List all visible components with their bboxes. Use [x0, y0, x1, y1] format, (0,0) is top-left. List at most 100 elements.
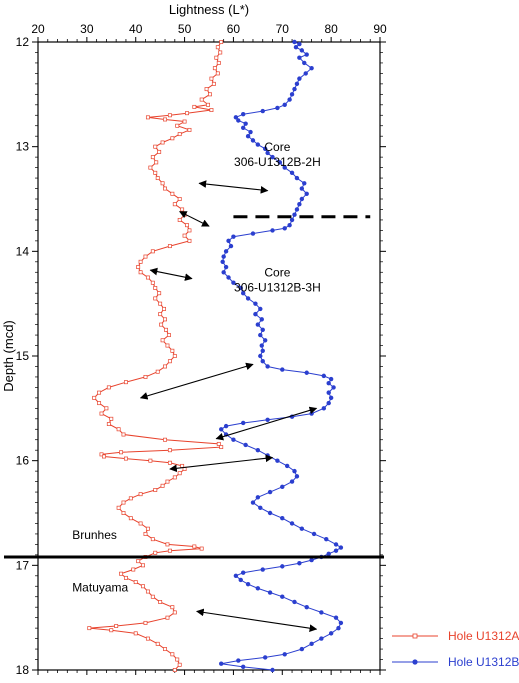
- hole-u1312a-point: [121, 511, 126, 515]
- hole-u1312b-point: [309, 557, 314, 563]
- hole-u1312b-point: [282, 165, 287, 170]
- hole-u1312b-point: [289, 92, 295, 97]
- hole-u1312a-point: [177, 471, 182, 476]
- hole-u1312a-point: [141, 584, 145, 589]
- hole-u1312a-point: [167, 460, 172, 465]
- y-tick-label: 13: [16, 140, 30, 154]
- hole-u1312b-point: [309, 65, 314, 71]
- hole-u1312b-point: [292, 599, 297, 605]
- hole-u1312b-point: [321, 373, 327, 379]
- hole-u1312b-point: [297, 76, 302, 81]
- hole-u1312b-point: [258, 332, 263, 338]
- hole-u1312a-point: [165, 542, 170, 547]
- hole-u1312b-point: [223, 423, 229, 429]
- hole-u1312a-point: [167, 448, 172, 453]
- hole-u1312a-point: [102, 454, 106, 459]
- hole-u1312b-point: [241, 420, 246, 426]
- hole-u1312b-point: [299, 526, 305, 531]
- hole-u1312b-point: [292, 86, 297, 92]
- hole-u1312a-point: [165, 615, 170, 620]
- legend-label: Hole U1312A: [448, 629, 519, 643]
- hole-u1312b-point: [250, 138, 256, 143]
- hole-u1312a-point: [162, 306, 167, 311]
- hole-u1312a-point: [219, 445, 224, 450]
- hole-u1312b-point: [326, 551, 331, 557]
- hole-u1312a-point: [167, 113, 172, 118]
- hole-u1312a-point: [163, 437, 167, 442]
- hole-u1312a-point: [160, 483, 165, 488]
- hole-u1312b-point: [265, 417, 270, 423]
- hole-u1312a-point: [97, 390, 102, 395]
- hole-u1312a-point: [175, 123, 180, 128]
- hole-u1312b-point: [255, 142, 261, 147]
- hole-u1312b-point: [294, 207, 300, 212]
- hole-u1312b-point: [260, 359, 265, 364]
- hole-u1312a-point: [212, 66, 217, 71]
- correlation-arrow: [215, 406, 318, 441]
- hole-u1312b-point: [328, 631, 334, 636]
- hole-u1312b-point: [282, 652, 287, 657]
- hole-u1312a-point: [158, 312, 163, 317]
- hole-u1312a-point: [97, 401, 102, 406]
- legend-label: Hole U1312B: [448, 655, 519, 669]
- legend: Hole U1312A Hole U1312B: [392, 629, 519, 669]
- x-tick-label: 90: [373, 22, 387, 36]
- hole-u1312b-point: [297, 202, 302, 207]
- x-tick-label: 20: [31, 22, 45, 36]
- hole-u1312b-point: [277, 160, 283, 165]
- hole-u1312b-point: [299, 48, 305, 53]
- hole-u1312b-point: [297, 55, 302, 60]
- hole-u1312a-point: [148, 458, 153, 463]
- hole-u1312a-point: [116, 505, 121, 510]
- hole-u1312b-point: [280, 594, 285, 599]
- hole-u1312a-point: [172, 610, 177, 615]
- hole-u1312a-point: [163, 647, 167, 652]
- hole-u1312b-point: [265, 364, 270, 369]
- hole-u1312b-point: [255, 448, 261, 453]
- hole-u1312a-point: [180, 207, 185, 212]
- hole-u1312b-point: [328, 395, 334, 401]
- hole-u1312b-point: [338, 545, 344, 550]
- hole-u1312b-point: [267, 489, 273, 495]
- hole-u1312a-point: [116, 427, 121, 432]
- hole-u1312b-point: [231, 234, 236, 239]
- hole-u1312b-point: [287, 222, 292, 228]
- hole-u1312b-point: [333, 615, 339, 620]
- annotation-label: 306-U1312B-3H: [234, 280, 321, 294]
- hole-u1312a-point: [114, 624, 119, 628]
- hole-u1312b-point: [221, 270, 226, 275]
- hole-u1312a-point: [216, 60, 221, 65]
- hole-u1312b-point: [304, 370, 309, 375]
- hole-u1312b-point: [255, 495, 261, 500]
- hole-u1312a-point: [170, 605, 175, 610]
- hole-u1312b-point: [250, 231, 256, 236]
- legend-swatch-marker: [412, 633, 418, 639]
- hole-u1312b-point: [289, 217, 295, 223]
- hole-u1312a-point: [214, 55, 219, 60]
- hole-u1312b-point: [259, 317, 264, 322]
- hole-u1312a-point: [133, 631, 138, 636]
- hole-u1312b-point: [280, 484, 285, 490]
- hole-u1312b-point: [241, 664, 246, 670]
- hole-u1312a-point: [145, 589, 150, 594]
- hole-u1312a-point: [106, 385, 111, 390]
- hole-u1312a-point: [163, 186, 167, 191]
- hole-u1312a-point: [209, 108, 214, 112]
- hole-u1312a-point: [211, 81, 216, 86]
- hole-u1312b-point: [289, 479, 295, 484]
- hole-u1312a-point: [145, 115, 150, 120]
- hole-u1312a-point: [172, 354, 177, 358]
- hole-u1312b-point: [299, 186, 305, 191]
- hole-u1312b-point: [259, 343, 264, 348]
- hole-u1312a-point: [123, 380, 128, 385]
- hole-u1312a-point: [206, 102, 210, 107]
- hole-u1312b-point: [241, 125, 246, 131]
- hole-u1312a-point: [106, 422, 111, 426]
- hole-u1312b-point: [270, 667, 275, 673]
- hole-u1312a-point: [187, 228, 192, 233]
- x-tick-label: 40: [129, 22, 143, 36]
- hole-u1312a-point: [185, 223, 189, 228]
- hole-u1312b-point: [303, 71, 308, 76]
- hole-u1312a-point: [218, 50, 223, 55]
- hole-u1312b-point: [255, 586, 261, 591]
